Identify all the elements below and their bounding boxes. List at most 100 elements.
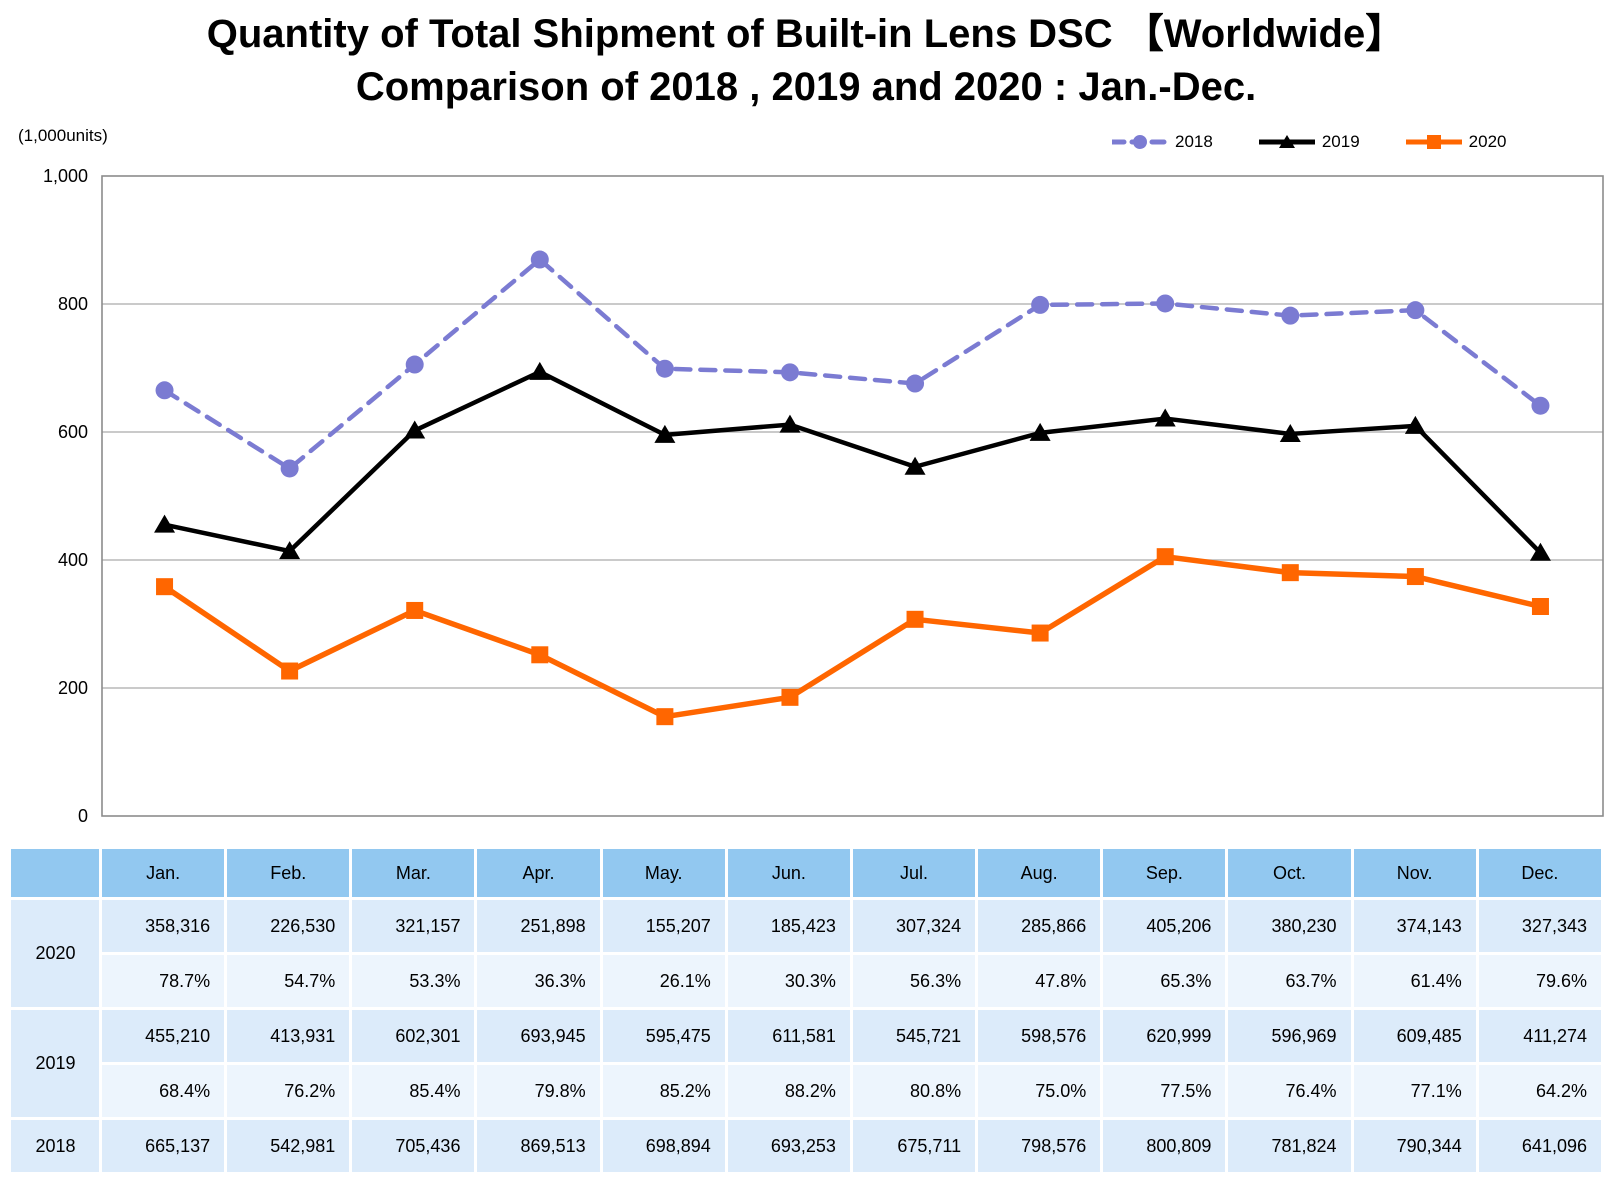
month-header: May.: [602, 849, 725, 897]
units-cell: 455,210: [102, 1010, 225, 1062]
units-cell: 595,475: [602, 1010, 725, 1062]
units-cell: 869,513: [477, 1120, 600, 1172]
y-tick-label: 400: [58, 550, 88, 570]
series-2020-marker: [406, 601, 424, 619]
units-cell: 307,324: [852, 900, 976, 952]
legend-2018-sample-icon: [1112, 135, 1168, 149]
series-2018-marker: [780, 363, 799, 382]
units-cell: 327,343: [1478, 900, 1601, 952]
series-2020-line: [161, 553, 1544, 720]
legend-item-2020: 2020: [1405, 132, 1507, 152]
month-header: Jan.: [102, 849, 225, 897]
units-cell: 185,423: [727, 900, 850, 952]
yoy-percent-cell: 77.5%: [1103, 1065, 1226, 1117]
series-2019-marker: [529, 361, 551, 380]
units-cell: 790,344: [1353, 1120, 1476, 1172]
chart-title-line1: Quantity of Total Shipment of Built-in L…: [206, 12, 1406, 56]
series-2019-marker: [404, 420, 426, 439]
legend-2019-sample-icon: [1258, 135, 1315, 148]
series-2019-marker: [1029, 422, 1051, 441]
series-2020-marker: [1406, 568, 1424, 586]
series-2018-line: [162, 257, 1543, 471]
series-2020-marker: [281, 662, 299, 680]
units-cell: 602,301: [352, 1010, 475, 1062]
legend-label-2020: 2020: [1468, 132, 1507, 151]
units-cell: 693,253: [727, 1120, 850, 1172]
units-cell: 798,576: [978, 1120, 1101, 1172]
series-2019-marker: [904, 456, 926, 475]
legend-item-2019: 2019: [1258, 132, 1360, 152]
units-cell: 598,576: [978, 1010, 1101, 1062]
series-2020-marker: [656, 708, 674, 726]
series-2019-marker: [779, 414, 801, 433]
yoy-percent-cell: 85.2%: [602, 1065, 725, 1117]
series-2019-marker: [654, 424, 676, 443]
month-header: Sep.: [1103, 849, 1226, 897]
yoy-percent-cell: 26.1%: [602, 955, 725, 1007]
y-tick-label: 800: [58, 294, 88, 314]
units-cell: 374,143: [1353, 900, 1476, 952]
month-header: Mar.: [352, 849, 475, 897]
units-cell: 596,969: [1228, 1010, 1351, 1062]
units-cell: 609,485: [1353, 1010, 1476, 1062]
yoy-percent-cell: 76.2%: [227, 1065, 350, 1117]
units-cell: 358,316: [102, 900, 225, 952]
line-chart: 0 200 400 600 800 1,000: [43, 166, 1604, 826]
legend-label-2019: 2019: [1321, 132, 1360, 151]
y-tick-label: 600: [58, 422, 88, 442]
plot-border: [101, 175, 1604, 817]
series-2019-marker: [154, 514, 176, 533]
series-2018-marker: [1156, 294, 1175, 313]
series-2018-marker: [655, 359, 674, 378]
year-label: 2018: [11, 1120, 99, 1172]
series-2020-marker: [1531, 598, 1549, 616]
units-cell: 411,274: [1478, 1010, 1601, 1062]
units-cell: 251,898: [477, 900, 600, 952]
units-cell: 781,824: [1228, 1120, 1351, 1172]
series-2020-marker: [531, 646, 549, 664]
series-2018-marker: [1406, 301, 1425, 320]
chart-title-line2: Comparison of 2018 , 2019 and 2020 : Jan…: [355, 64, 1257, 109]
yoy-percent-cell: 54.7%: [227, 955, 350, 1007]
month-header: Jun.: [727, 849, 850, 897]
units-cell: 800,809: [1103, 1120, 1226, 1172]
units-cell: 226,530: [227, 900, 350, 952]
series-2019-marker: [1154, 408, 1176, 427]
series-2018-marker: [1281, 306, 1300, 325]
series-2020-marker: [1281, 564, 1299, 582]
yoy-percent-cell: 61.4%: [1353, 955, 1476, 1007]
series-2018-marker: [280, 459, 299, 478]
month-header: Feb.: [227, 849, 350, 897]
month-header: Jul.: [852, 849, 976, 897]
yoy-percent-cell: 79.8%: [477, 1065, 600, 1117]
units-cell: 620,999: [1103, 1010, 1226, 1062]
yoy-percent-cell: 64.2%: [1478, 1065, 1601, 1117]
units-cell: 405,206: [1103, 900, 1226, 952]
legend-label-2018: 2018: [1175, 132, 1213, 151]
yoy-percent-cell: 79.6%: [1478, 955, 1601, 1007]
series-2018-marker: [1531, 396, 1550, 415]
yoy-percent-cell: 85.4%: [352, 1065, 475, 1117]
yoy-percent-cell: 76.4%: [1228, 1065, 1351, 1117]
yoy-percent-cell: 47.8%: [978, 955, 1101, 1007]
series-2020-marker: [1156, 548, 1174, 566]
yoy-percent-cell: 65.3%: [1103, 955, 1226, 1007]
legend-item-2018: 2018: [1112, 132, 1213, 152]
units-cell: 675,711: [852, 1120, 976, 1172]
yoy-percent-cell: 77.1%: [1353, 1065, 1476, 1117]
series-2018-marker: [155, 381, 174, 400]
yoy-percent-cell: 56.3%: [852, 955, 976, 1007]
units-cell: 413,931: [227, 1010, 350, 1062]
yoy-percent-cell: 75.0%: [978, 1065, 1101, 1117]
units-cell: 321,157: [352, 900, 475, 952]
y-tick-label: 0: [78, 806, 88, 826]
series-2020-marker: [1031, 624, 1049, 642]
series-2018-marker: [1031, 295, 1050, 314]
yoy-percent-cell: 63.7%: [1228, 955, 1351, 1007]
y-tick-label: 1,000: [43, 166, 88, 186]
series-2020-marker: [156, 578, 174, 596]
month-header: Nov.: [1353, 849, 1476, 897]
series-2020-marker: [906, 610, 924, 628]
units-cell: 285,866: [978, 900, 1101, 952]
units-cell: 705,436: [352, 1120, 475, 1172]
